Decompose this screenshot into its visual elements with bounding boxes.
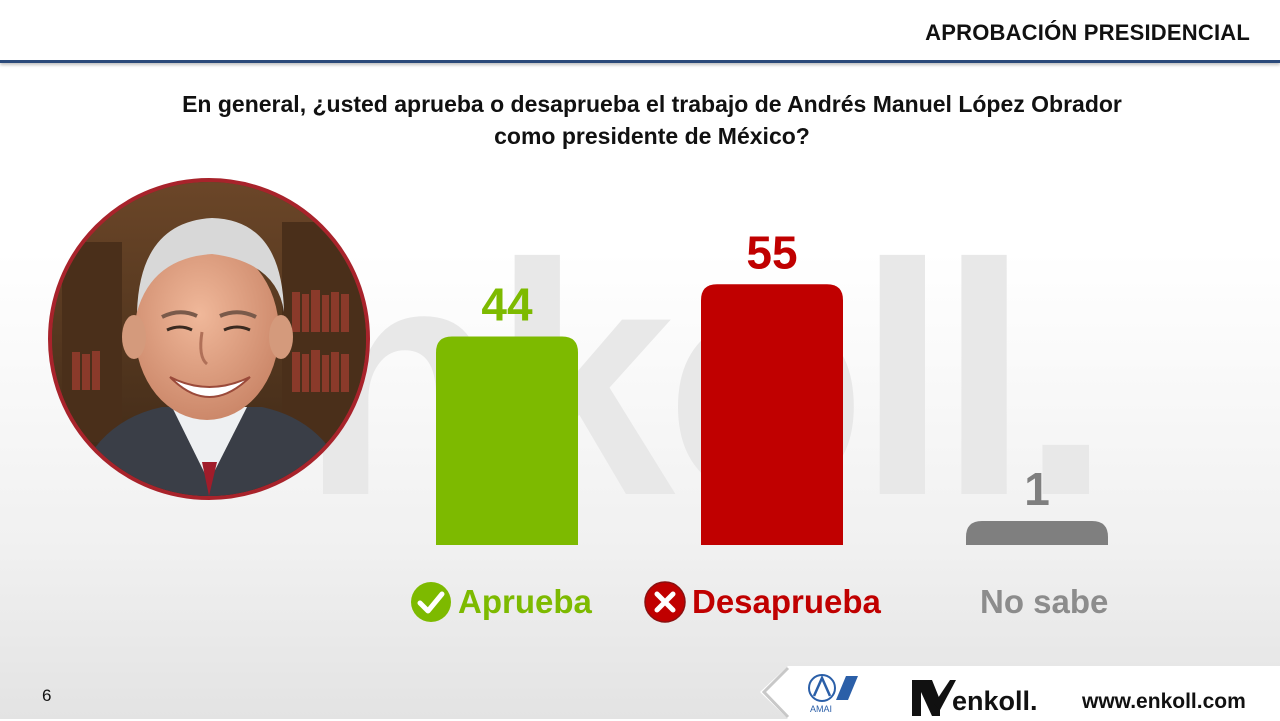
legend-item-no-sabe: No sabe [980, 580, 1108, 624]
bar-desaprueba [701, 284, 843, 545]
footer-band [760, 666, 1280, 719]
x-circle-icon [644, 581, 686, 623]
bar-aprueba [436, 336, 578, 545]
bar-no-sabe [966, 521, 1108, 545]
amai-logo: AMAI [806, 670, 862, 716]
legend-label-no-sabe: No sabe [980, 583, 1109, 620]
legend-label-desaprueba: Desaprueba [692, 583, 881, 620]
website-link[interactable]: www.enkoll.com [1082, 690, 1246, 713]
president-photo [48, 178, 370, 500]
portrait-illustration [52, 182, 366, 496]
data-label-aprueba: 44 [481, 278, 533, 330]
legend-item-desaprueba: Desaprueba [644, 580, 881, 624]
enkoll-wordmark: enkoll. [952, 686, 1038, 716]
question-line-1: En general, ¿usted aprueba o desaprueba … [182, 91, 1122, 117]
enkoll-mark-icon [912, 680, 956, 716]
amai-label: AMAI [810, 704, 832, 714]
check-circle-icon [410, 581, 452, 623]
enkoll-logo: enkoll. [910, 674, 1038, 718]
header-bar: APROBACIÓN PRESIDENCIAL [0, 0, 1280, 63]
section-title: APROBACIÓN PRESIDENCIAL [925, 20, 1250, 45]
page-number: 6 [42, 686, 52, 705]
data-label-no-sabe: 1 [1024, 463, 1050, 515]
legend-label-aprueba: Aprueba [458, 583, 592, 620]
survey-question: En general, ¿usted aprueba o desaprueba … [150, 88, 1154, 152]
legend-item-aprueba: Aprueba [410, 580, 592, 624]
data-label-desaprueba: 55 [746, 226, 797, 278]
question-line-2: como presidente de México? [494, 123, 810, 149]
